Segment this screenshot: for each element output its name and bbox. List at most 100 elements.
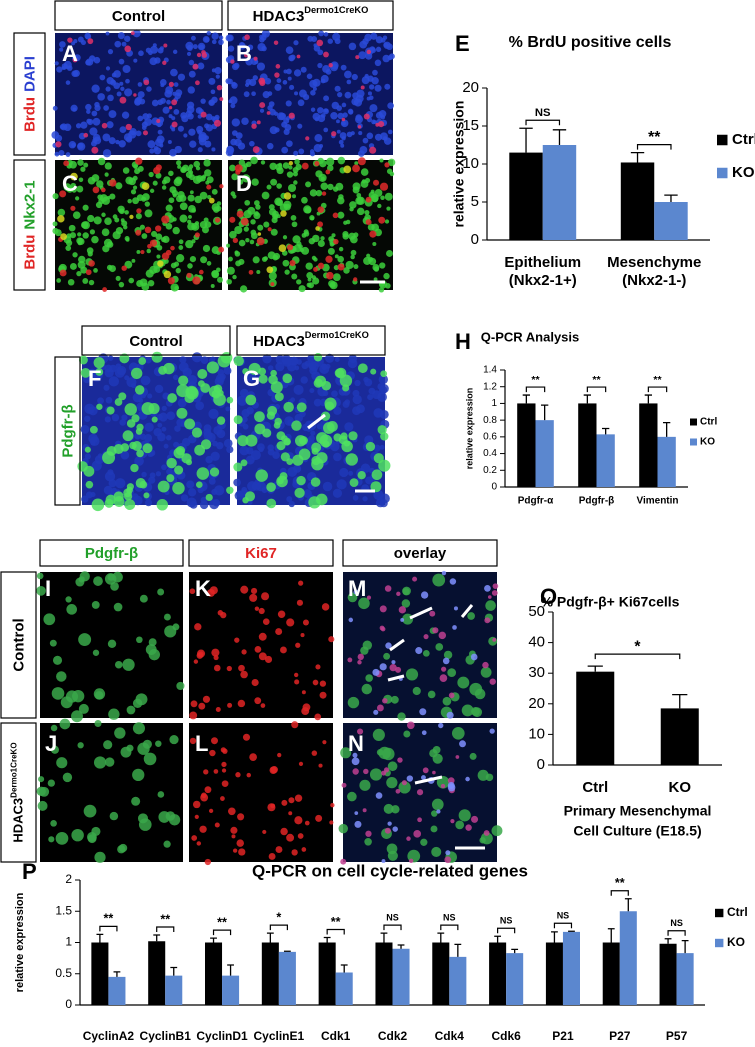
bar bbox=[318, 942, 336, 1005]
significance-label: NS bbox=[500, 916, 513, 926]
cell bbox=[322, 481, 333, 492]
cell bbox=[304, 820, 310, 826]
cell bbox=[305, 136, 310, 141]
label: Ki67 bbox=[245, 545, 277, 562]
cell bbox=[348, 470, 354, 476]
cell bbox=[124, 210, 129, 215]
cell bbox=[58, 149, 65, 156]
cell bbox=[307, 282, 314, 289]
cell bbox=[260, 160, 266, 165]
cell bbox=[387, 761, 398, 772]
cell bbox=[227, 702, 233, 708]
cell bbox=[315, 226, 320, 231]
cell bbox=[340, 143, 345, 148]
cell bbox=[65, 80, 71, 85]
cell bbox=[452, 625, 457, 630]
bar-chart: Q-PCR on cell cycle-related genesrelativ… bbox=[14, 861, 748, 1043]
label-box bbox=[236, 325, 386, 356]
cell bbox=[447, 783, 456, 792]
cell bbox=[204, 221, 212, 228]
cell bbox=[259, 36, 265, 43]
cell bbox=[36, 585, 46, 596]
cell bbox=[344, 91, 352, 99]
cell bbox=[200, 98, 206, 104]
cell bbox=[173, 109, 180, 115]
cell bbox=[226, 445, 234, 454]
cell bbox=[188, 59, 195, 66]
cell bbox=[55, 832, 69, 845]
cell bbox=[398, 781, 411, 794]
cell bbox=[352, 164, 360, 173]
cell bbox=[204, 140, 212, 148]
cell bbox=[262, 354, 272, 364]
cell bbox=[179, 202, 188, 211]
cell bbox=[471, 815, 479, 823]
cell bbox=[213, 664, 221, 672]
cell bbox=[86, 109, 91, 114]
cell bbox=[205, 124, 213, 132]
cell bbox=[291, 221, 298, 228]
cell bbox=[442, 657, 450, 665]
label-box bbox=[0, 571, 37, 719]
cell bbox=[362, 137, 369, 144]
cell bbox=[369, 146, 377, 154]
error-bar bbox=[437, 932, 445, 943]
y-tick-label: 0.2 bbox=[483, 465, 497, 476]
cell bbox=[214, 376, 224, 387]
cell bbox=[168, 81, 174, 87]
cell bbox=[124, 35, 131, 42]
cell bbox=[337, 196, 345, 205]
cell bbox=[223, 438, 233, 448]
bar bbox=[578, 403, 597, 487]
cell bbox=[258, 607, 265, 615]
cell bbox=[368, 191, 376, 199]
cell bbox=[318, 30, 325, 37]
cell bbox=[87, 251, 93, 257]
cell bbox=[174, 465, 184, 475]
cell bbox=[111, 413, 120, 422]
label-word: Brdu bbox=[21, 97, 38, 132]
cell bbox=[174, 285, 180, 291]
cell bbox=[250, 219, 256, 225]
cell bbox=[366, 253, 371, 258]
bar bbox=[392, 948, 410, 1005]
cell bbox=[136, 250, 141, 254]
x-tick-label: P21 bbox=[552, 1029, 574, 1043]
cell bbox=[170, 245, 175, 251]
cell bbox=[211, 269, 219, 278]
cell bbox=[347, 108, 354, 115]
cell bbox=[253, 212, 261, 220]
x-tick-label: KO bbox=[669, 779, 692, 796]
y-tick-label: 30 bbox=[528, 664, 545, 681]
cell bbox=[268, 271, 277, 281]
cell bbox=[166, 411, 176, 420]
cell bbox=[317, 239, 325, 248]
cell bbox=[200, 383, 211, 393]
cell bbox=[205, 493, 213, 502]
cell bbox=[59, 41, 66, 48]
error-bar bbox=[283, 950, 291, 952]
cell bbox=[327, 38, 333, 44]
cell bbox=[197, 147, 203, 153]
cell bbox=[344, 422, 354, 432]
cell bbox=[61, 65, 66, 70]
cell bbox=[483, 830, 490, 836]
label-word: DAPI bbox=[21, 56, 38, 92]
cell bbox=[217, 276, 224, 283]
bar bbox=[517, 403, 536, 487]
error-bar bbox=[323, 936, 331, 943]
error-bar bbox=[681, 939, 689, 954]
cell bbox=[353, 264, 359, 270]
cell bbox=[52, 655, 63, 665]
bar bbox=[261, 942, 279, 1005]
cell bbox=[119, 96, 127, 104]
cell bbox=[157, 480, 170, 493]
cell bbox=[197, 62, 205, 70]
cell bbox=[59, 718, 71, 730]
cell bbox=[87, 214, 95, 223]
cell bbox=[166, 457, 177, 469]
cell bbox=[329, 820, 334, 825]
cell bbox=[401, 780, 407, 786]
cell bbox=[471, 707, 480, 716]
cell bbox=[430, 825, 438, 833]
